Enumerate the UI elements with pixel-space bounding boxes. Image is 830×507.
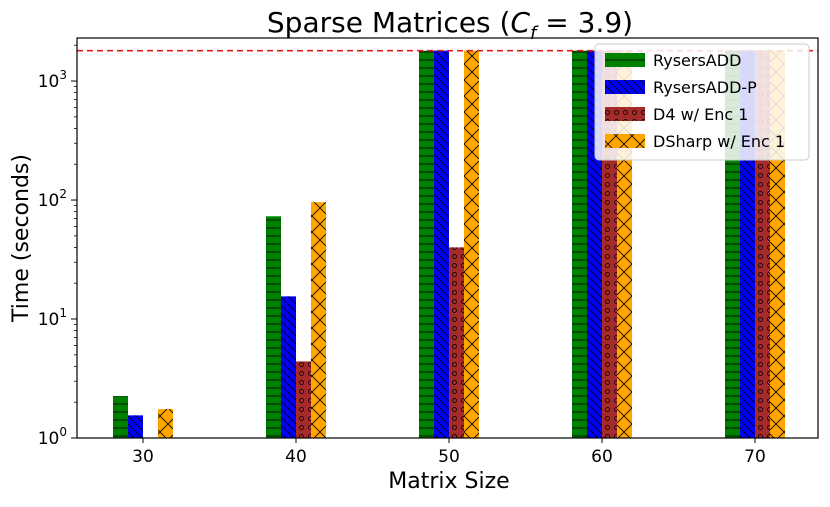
legend-label-rysersadd: RysersADD: [653, 51, 741, 70]
y-axis-label: Time (seconds): [9, 154, 34, 323]
y-tick-label-1e3: 103: [38, 68, 67, 92]
legend-swatch-dsharp-enc1-hatch: [605, 134, 645, 148]
bar-hatch: [281, 296, 296, 438]
x-axis-label: Matrix Size: [388, 469, 509, 494]
bar-hatch: [464, 50, 479, 438]
legend-label-rysersadd-p: RysersADD-P: [653, 78, 757, 97]
bar-rysersadd-p-40: [281, 296, 296, 438]
legend-label-dsharp-enc1: DSharp w/ Enc 1: [653, 132, 785, 151]
bar-dsharp-w-enc-1-40: [311, 202, 326, 438]
bar-rysersadd-60: [572, 50, 587, 438]
bar-dsharp-w-enc-1-50: [464, 50, 479, 438]
legend-item-dsharp-enc1: DSharp w/ Enc 1: [605, 132, 785, 151]
x-tick-label-60: 60: [591, 447, 613, 467]
chart-legend: RysersADD RysersADD-P D4 w/ Enc 1 DSharp…: [594, 43, 810, 161]
legend-box: [594, 43, 810, 161]
y-tick-label-1e1: 101: [38, 306, 67, 330]
bar-hatch: [266, 216, 281, 438]
bar-hatch: [128, 415, 143, 438]
bar-hatch: [296, 361, 311, 438]
legend-swatch-rysersadd-hatch: [605, 53, 645, 67]
bar-rysersadd-p-30: [128, 415, 143, 438]
bar-hatch: [434, 50, 449, 438]
legend-item-rysersadd-p: RysersADD-P: [605, 78, 757, 97]
legend-label-d4-enc1: D4 w/ Enc 1: [653, 105, 748, 124]
bar-rysersadd-50: [419, 50, 434, 438]
legend-swatch-d4-enc1-hatch: [605, 107, 645, 121]
legend-item-d4-enc1: D4 w/ Enc 1: [605, 105, 748, 124]
bar-rysersadd-p-50: [434, 50, 449, 438]
bar-rysersadd-40: [266, 216, 281, 438]
ticks-layer: 30 40 50 60 70 100 101 102 103: [38, 44, 766, 467]
y-tick-label-1e2: 102: [38, 187, 67, 211]
bar-hatch: [419, 50, 434, 438]
x-tick-label-70: 70: [744, 447, 766, 467]
bar-rysersadd-30: [113, 396, 128, 438]
bar-hatch: [449, 247, 464, 438]
legend-item-rysersadd: RysersADD: [605, 51, 741, 70]
chart-title: Sparse Matrices (Cf = 3.9): [267, 6, 633, 44]
x-tick-label-40: 40: [285, 447, 307, 467]
bar-hatch: [158, 409, 173, 438]
plot-frame: [76, 37, 819, 439]
x-tick-label-30: 30: [132, 447, 154, 467]
bar-hatch: [311, 202, 326, 438]
bar-dsharp-w-enc-1-30: [158, 409, 173, 438]
y-tick-label-1e0: 100: [38, 425, 67, 449]
x-tick-label-50: 50: [438, 447, 460, 467]
bar-d4-w-enc-1-50: [449, 247, 464, 438]
bar-d4-w-enc-1-40: [296, 361, 311, 438]
legend-swatch-rysersadd-p-hatch: [605, 80, 645, 94]
bar-hatch: [572, 50, 587, 438]
bar-hatch: [113, 396, 128, 438]
